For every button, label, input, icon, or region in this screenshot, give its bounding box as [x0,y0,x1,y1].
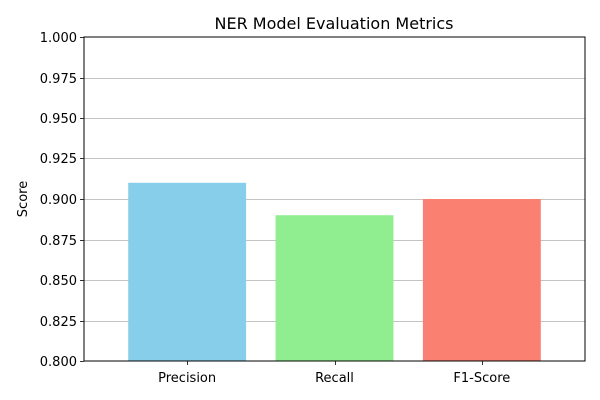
y-tick-label: 0.800 [40,355,77,370]
bar-f1-score [422,199,541,361]
y-tick-label: 0.950 [40,112,77,127]
chart-title: NER Model Evaluation Metrics [215,14,454,33]
y-tick-label: 1.000 [40,31,77,46]
y-axis-title: Score [16,181,31,217]
y-tick-label: 0.875 [40,234,77,249]
y-tick-label: 0.925 [40,152,77,167]
y-tick-label: 0.900 [40,193,77,208]
bars [128,182,541,361]
x-axis-ticks: Precision Recall F1-Score [158,361,510,386]
x-tick-label: F1-Score [453,371,510,386]
y-tick-label: 0.825 [40,315,77,330]
x-tick-label: Recall [315,371,354,386]
x-tick-label: Precision [158,371,216,386]
bar-recall [275,215,394,361]
y-tick-label: 0.975 [40,72,77,87]
y-axis-ticks: 0.800 0.825 0.850 0.875 0.900 0.925 0.950 0.975… [40,31,84,370]
bar-precision [128,182,247,361]
y-tick-label: 0.850 [40,274,77,289]
plot-area-frame [83,36,586,362]
